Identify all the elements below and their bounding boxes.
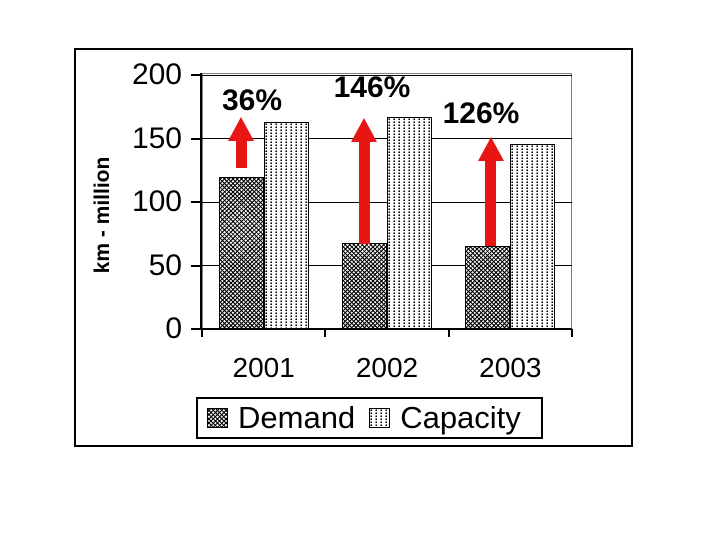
y-tick-label-200: 200 [131, 58, 182, 91]
legend-swatch-capacity-pattern-icon [369, 408, 391, 428]
bar-capacity-2003 [510, 143, 556, 329]
arrow-up-icon [351, 118, 378, 143]
growth-percent-label-2003: 126% [442, 97, 520, 130]
y-tick-0 [191, 328, 200, 330]
y-tick-label-0: 0 [165, 312, 182, 345]
arrow-up-icon [228, 116, 254, 141]
legend-label-capacity: Capacity [400, 400, 521, 435]
arrow-shaft [358, 142, 370, 244]
growth-arrow-2001 [228, 116, 254, 168]
y-tick-50 [191, 264, 200, 267]
legend-item-capacity: Capacity [369, 399, 521, 437]
bar-demand-2001 [218, 176, 264, 329]
y-tick-150 [191, 137, 200, 140]
bar-capacity-2002 [386, 116, 432, 329]
y-tick-label-150: 150 [131, 121, 182, 155]
y-axis-line [200, 73, 202, 330]
legend-swatch-demand-pattern-icon [207, 408, 228, 428]
x-tick-0 [201, 329, 203, 337]
x-axis-line [200, 328, 572, 330]
x-category-label-2002: 2002 [355, 352, 419, 383]
growth-percent-label-2002: 146% [333, 71, 411, 104]
growth-arrow-2003 [477, 137, 504, 247]
legend-label-demand: Demand [238, 400, 356, 435]
arrow-shaft [235, 140, 247, 168]
x-category-label-2001: 2001 [232, 352, 295, 383]
y-tick-100 [191, 201, 200, 203]
bar-demand-2002 [341, 242, 387, 329]
y-tick-200 [191, 74, 200, 76]
bar-demand-2003 [465, 246, 511, 329]
arrow-shaft [485, 161, 497, 247]
y-tick-label-50: 50 [148, 248, 182, 282]
y-tick-label-100: 100 [131, 185, 182, 218]
bar-capacity-2001 [263, 121, 309, 329]
x-tick-3 [571, 329, 573, 337]
legend-item-demand: Demand [207, 399, 355, 437]
growth-percent-label-2001: 36% [221, 84, 283, 117]
arrow-up-icon [477, 137, 504, 162]
legend: Demand Capacity [196, 397, 543, 439]
x-tick-2 [447, 329, 450, 337]
x-category-label-2003: 2003 [479, 352, 542, 383]
growth-arrow-2002 [351, 118, 378, 244]
x-tick-1 [324, 329, 327, 337]
gridline-200 [202, 74, 572, 76]
